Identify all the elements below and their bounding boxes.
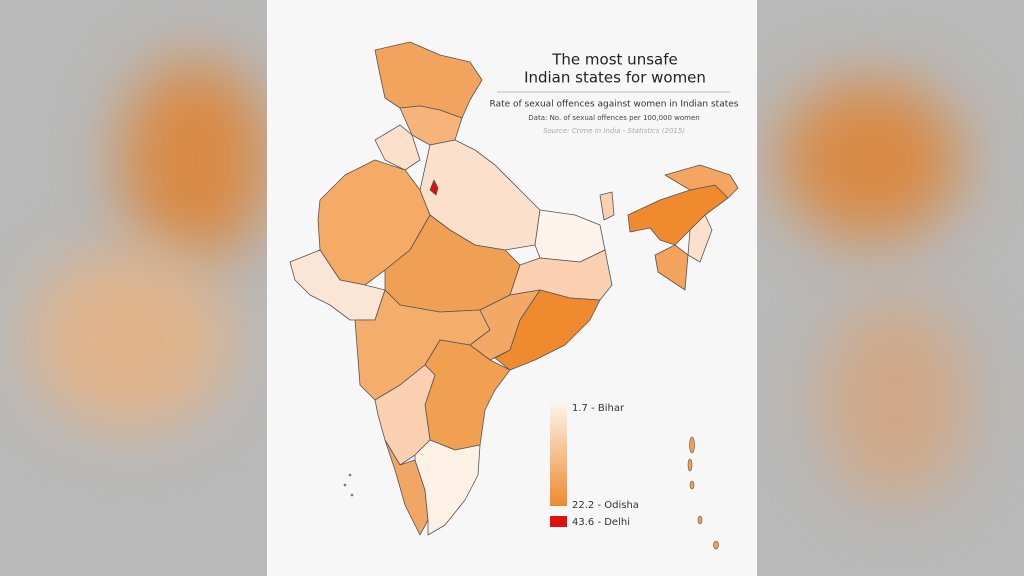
state xyxy=(687,214,713,263)
state xyxy=(414,439,481,536)
island xyxy=(343,483,347,487)
blur-blob xyxy=(30,250,230,430)
legend-gradient xyxy=(550,404,567,506)
island xyxy=(689,436,695,454)
island xyxy=(697,515,703,525)
state xyxy=(374,41,483,119)
state xyxy=(399,105,463,146)
blur-blob xyxy=(820,300,970,500)
subtitle: Rate of sexual offences against women in… xyxy=(490,100,739,110)
blur-blob xyxy=(780,80,960,240)
state xyxy=(534,209,606,263)
island xyxy=(348,473,352,477)
state xyxy=(627,184,729,246)
state xyxy=(664,164,739,199)
blur-blob xyxy=(120,60,270,260)
legend-label: 1.7 - Bihar xyxy=(572,403,625,414)
state xyxy=(599,191,615,221)
legend-label: 43.6 - Delhi xyxy=(572,517,630,528)
state xyxy=(494,289,601,371)
island xyxy=(689,480,695,490)
states xyxy=(289,41,739,550)
island xyxy=(350,493,354,497)
legend-label: 22.2 - Odisha xyxy=(572,500,639,511)
state xyxy=(654,244,689,291)
island xyxy=(713,540,719,550)
legend-swatch xyxy=(550,516,567,527)
state xyxy=(374,124,421,171)
source: Source: Crime in India - Statistics (201… xyxy=(543,127,685,135)
data-note: Data: No. of sexual offences per 100,000… xyxy=(528,114,699,122)
title-line: Indian states for women xyxy=(524,69,706,87)
island xyxy=(687,458,693,472)
islands xyxy=(343,436,719,550)
state xyxy=(429,179,439,196)
title-line: The most unsafe xyxy=(551,51,677,69)
